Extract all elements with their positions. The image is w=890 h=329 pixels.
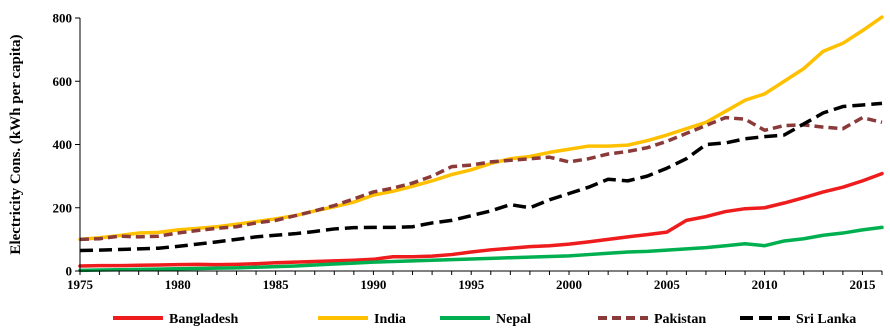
series-line-bangladesh <box>78 171 884 268</box>
x-axis: 1975 1980 1985 1990 1995 2000 2005 2010 2015 <box>67 270 883 292</box>
series-line-sri-lanka <box>79 101 883 253</box>
y-tick-label: 600 <box>53 74 73 89</box>
y-axis: 0 200 400 600 800 <box>53 11 81 279</box>
x-tick-label: 1985 <box>263 277 290 292</box>
y-axis-title: Electricity Cons. (kWh per capita) <box>8 34 24 254</box>
legend-label: Pakistan <box>654 312 706 327</box>
legend-label: Bangladesh <box>169 312 238 327</box>
x-tick-label: 1980 <box>165 277 191 292</box>
x-tick-label: 2015 <box>849 277 876 292</box>
x-tick-label: 1995 <box>458 277 485 292</box>
x-tick-label: 2005 <box>654 277 681 292</box>
y-tick-label: 0 <box>66 264 73 279</box>
legend-label: India <box>374 312 406 327</box>
y-tick-label: 400 <box>53 137 73 152</box>
x-tick-label: 2010 <box>752 277 778 292</box>
y-tick-label: 800 <box>53 11 73 26</box>
x-tick-label: 2000 <box>556 277 582 292</box>
series-lines <box>78 15 884 273</box>
series-line-pakistan <box>79 115 883 242</box>
x-tick-label: 1975 <box>67 277 94 292</box>
legend-label: Nepal <box>496 312 531 327</box>
y-tick-label: 200 <box>53 200 73 215</box>
x-tick-label: 1990 <box>360 277 386 292</box>
series-line-nepal <box>78 225 884 273</box>
legend-label: Sri Lanka <box>796 312 856 327</box>
legend: Bangladesh India Nepal Pakistan Sri Lanka <box>113 312 856 327</box>
